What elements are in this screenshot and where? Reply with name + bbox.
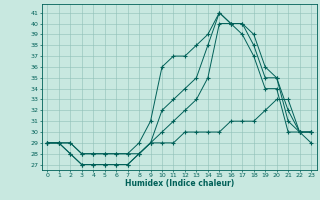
X-axis label: Humidex (Indice chaleur): Humidex (Indice chaleur): [124, 179, 234, 188]
